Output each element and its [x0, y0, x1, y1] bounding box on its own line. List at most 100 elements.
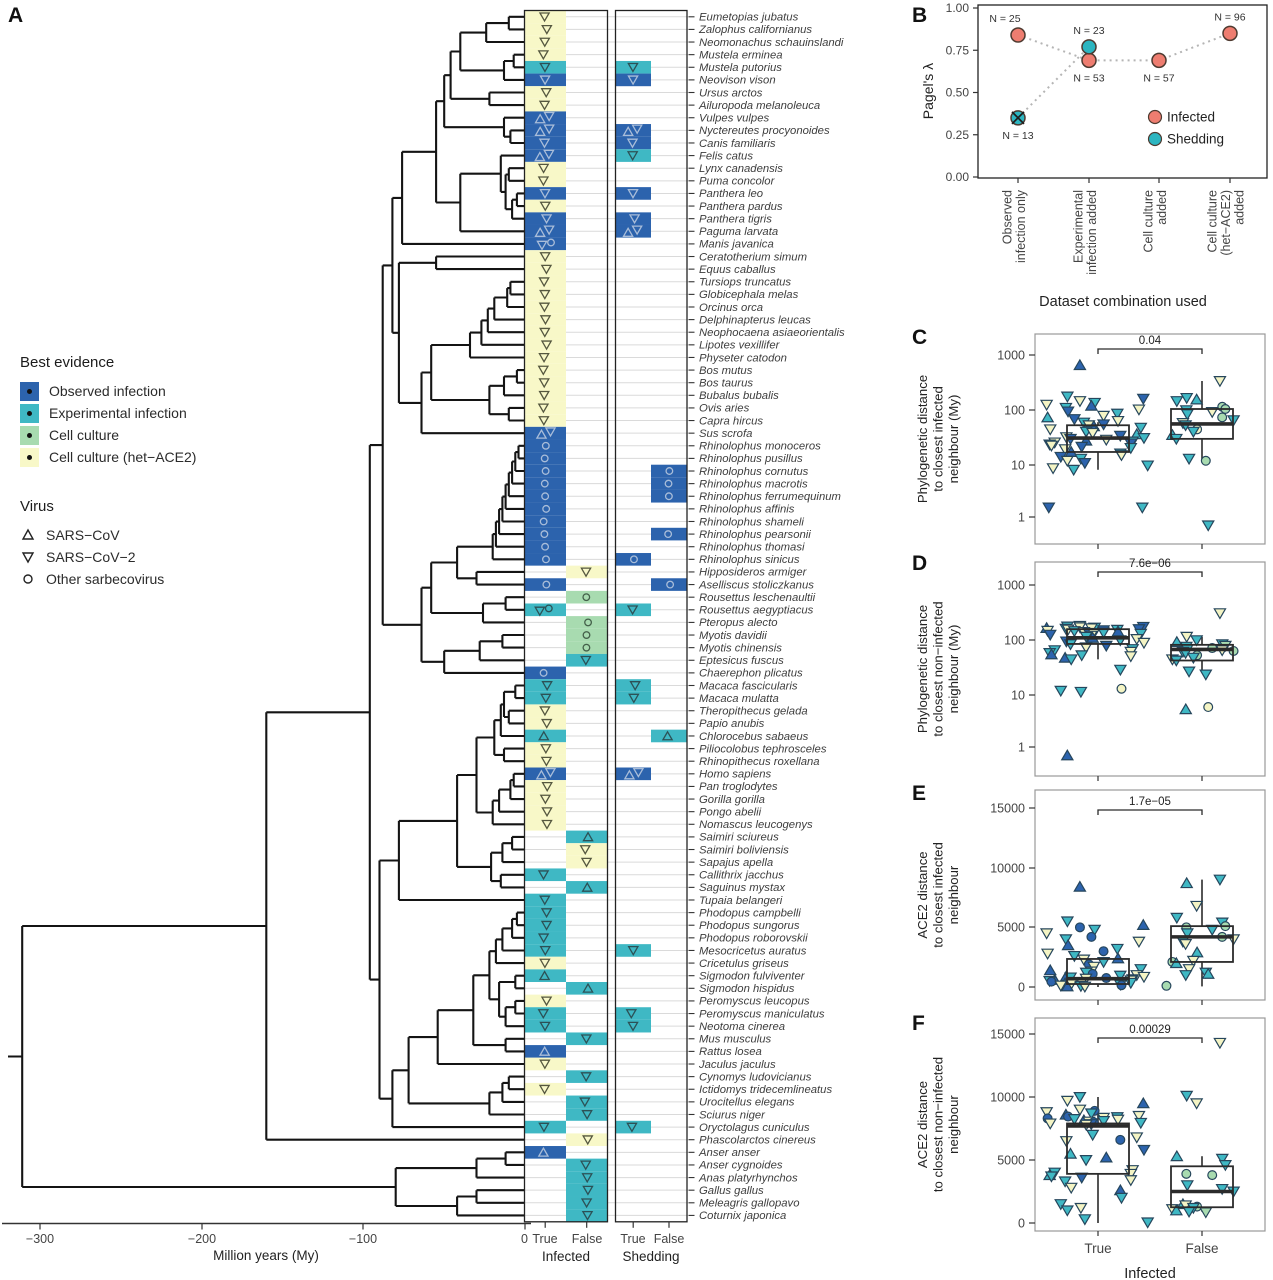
- circle-icon: [23, 574, 33, 584]
- heatmap-cell: [524, 1082, 566, 1096]
- data-point-triangle-down: [1058, 444, 1072, 456]
- species-label: Myotis chinensis: [699, 642, 782, 654]
- species-label: Panthera tigris: [699, 213, 772, 225]
- sars-cov-2-icon: [534, 606, 546, 617]
- legend-item-label: SARS−CoV−2: [46, 549, 136, 565]
- best-evidence-legend: Best evidence Observed infection Experim…: [20, 354, 300, 468]
- other-sarbecovirus-icon: [540, 479, 549, 488]
- data-point-triangle-down: [1067, 464, 1081, 477]
- species-label: Phascolarctos cinereus: [699, 1135, 816, 1147]
- heatmap-cell: [566, 565, 608, 579]
- species-label: Sigmodon hispidus: [699, 983, 795, 995]
- y-tick-label: 0: [1018, 981, 1025, 995]
- data-point-triangle-down: [1074, 686, 1088, 699]
- species-label: Orcinus orca: [699, 302, 763, 314]
- virus-legend-title: Virus: [20, 498, 54, 515]
- heatmap-cell: [524, 439, 566, 453]
- cell-culture-swatch-icon: [20, 425, 39, 445]
- species-label: Oryctolagus cuniculus: [699, 1122, 810, 1134]
- species-label: Phodopus roborovskii: [699, 933, 808, 945]
- sars-cov-2-icon: [537, 933, 550, 944]
- heatmap-cell: [524, 931, 566, 945]
- data-point-triangle-up: [1043, 963, 1057, 976]
- species-label: Saguinus mystax: [699, 882, 785, 894]
- data-point-triangle-down: [1137, 637, 1151, 650]
- heatmap-cell: [524, 754, 566, 768]
- data-point-triangle-up: [1073, 358, 1087, 371]
- infected-point: [1010, 27, 1026, 43]
- sars-cov-2-icon: [581, 1173, 593, 1184]
- data-point-triangle-down: [1067, 1114, 1082, 1126]
- species-label: Jaculus jaculus: [698, 1059, 776, 1071]
- sars-cov-2-icon: [544, 767, 557, 778]
- sars-cov-2-icon: [537, 163, 550, 174]
- heatmap-cell: [566, 628, 608, 642]
- data-point-triangle-down: [1064, 1182, 1078, 1195]
- experimental-infection-swatch-icon: [20, 403, 39, 423]
- y-tick-label: 100: [1004, 404, 1025, 418]
- species-label: Rhinolophus pearsonii: [699, 529, 811, 541]
- species-label: Manis javanica: [699, 239, 774, 251]
- species-label: Rhinolophus macrotis: [699, 478, 808, 490]
- species-label: Canis familiaris: [699, 138, 776, 150]
- other-sarbecovirus-icon: [541, 441, 550, 450]
- sars-cov-2-icon: [543, 149, 555, 160]
- other-sarbecovirus-icon: [584, 618, 593, 627]
- legend-item-observed-infection: Observed infection: [20, 380, 300, 402]
- data-point-triangle-down: [1067, 414, 1082, 426]
- legend-item-cell-culture: Cell culture: [20, 424, 300, 446]
- species-label: Lynx canadensis: [699, 163, 783, 175]
- species-label: Macaca mulatta: [699, 693, 779, 705]
- data-point-triangle-down: [1180, 1180, 1194, 1192]
- species-label: Rattus losea: [699, 1046, 762, 1058]
- sars-cov-icon: [534, 151, 546, 162]
- data-point-triangle-down: [1075, 441, 1089, 454]
- n-count-label: N = 25: [989, 13, 1020, 25]
- data-point-triangle-down: [1059, 934, 1073, 946]
- sars-cov-2-icon: [580, 1034, 593, 1045]
- y-axis-title-line: to closest non−infected: [931, 601, 946, 736]
- data-point-circle: [1181, 1168, 1192, 1179]
- y-tick-label: 1.00: [946, 1, 970, 15]
- data-point-triangle-down: [1044, 440, 1059, 452]
- data-point-circle: [1046, 976, 1057, 987]
- best-evidence-title: Best evidence: [20, 354, 115, 371]
- panel-f-label: F: [912, 1012, 925, 1035]
- data-point-triangle-up: [1040, 410, 1055, 423]
- sars-cov-icon: [582, 982, 594, 993]
- sars-cov-icon: [622, 226, 634, 237]
- n-count-label: N = 23: [1073, 25, 1104, 37]
- data-point-triangle-down: [1215, 1183, 1229, 1196]
- species-label: Mesocricetus auratus: [699, 945, 807, 957]
- data-point-triangle-down: [1039, 928, 1054, 940]
- legend-label: Infected: [1167, 110, 1215, 125]
- species-label: Peromyscus leucopus: [699, 996, 810, 1008]
- sars-cov-2-icon: [579, 845, 591, 856]
- legend-item-experimental-infection: Experimental infection: [20, 402, 300, 424]
- sars-cov-2-icon: [543, 111, 555, 122]
- shedding-point: [1081, 39, 1097, 55]
- heatmap-cell: [524, 23, 566, 36]
- heatmap-cell: [524, 1057, 566, 1071]
- data-point-triangle-down: [1213, 608, 1227, 620]
- species-label: Rhinolophus thomasi: [699, 542, 805, 554]
- heatmap-cell: [524, 224, 566, 238]
- other-sarbecovirus-icon: [541, 492, 550, 501]
- x-group-label: False: [1185, 1241, 1218, 1256]
- species-label: Callithrix jacchus: [699, 870, 784, 882]
- other-sarbecovirus-icon: [582, 631, 591, 639]
- heatmap-cell: [651, 729, 687, 743]
- heatmap-cell: [524, 136, 566, 150]
- data-point-triangle-down: [1199, 669, 1213, 681]
- data-point-triangle-down: [1078, 458, 1092, 470]
- species-label: Eptesicus fuscus: [699, 655, 784, 667]
- infected-point: [1222, 25, 1238, 42]
- y-tick-label: 5000: [997, 921, 1025, 935]
- species-label: Peromyscus maniculatus: [699, 1008, 825, 1020]
- y-tick-label: 10: [1011, 689, 1025, 703]
- species-label: Nyctereutes procyonoides: [699, 125, 830, 137]
- legend-item-cell-culture-het-ace2: Cell culture (het−ACE2): [20, 446, 300, 468]
- data-point-triangle-down: [1113, 664, 1128, 677]
- legend-dot-icon: [1147, 109, 1163, 125]
